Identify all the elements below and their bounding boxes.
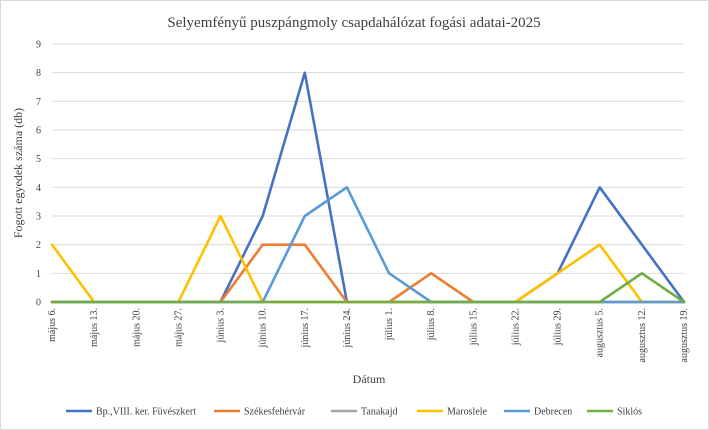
legend-label: Siklós: [617, 407, 642, 418]
y-tick-label: 6: [36, 126, 41, 137]
legend-label: Maroslele: [447, 407, 488, 418]
y-tick-label: 8: [36, 68, 41, 79]
x-tick-label: augusztus 12.: [637, 308, 648, 362]
x-tick-label: július 15.: [468, 308, 479, 346]
x-tick-label: június 24.: [342, 308, 353, 348]
x-tick-label: augusztus 19.: [679, 308, 690, 362]
x-tick-label: július 8.: [426, 308, 437, 341]
x-tick-label: június 17.: [300, 308, 311, 348]
legend: Bp.,VIII. ker. Füvészkert Székesfehérvár T…: [66, 407, 642, 418]
x-tick-label: május 6.: [47, 308, 58, 342]
x-axis-label: Dátum: [353, 372, 386, 386]
x-tick-label: augusztus 5.: [595, 308, 606, 357]
x-tick-label: május 13.: [89, 308, 100, 347]
x-tick-label: május 20.: [131, 308, 142, 347]
gridlines: [52, 43, 684, 274]
y-axis-label: Fogott egyedek száma (db): [11, 108, 25, 238]
legend-label: Bp.,VIII. ker. Füvészkert: [96, 407, 196, 418]
legend-label: Debrecen: [534, 407, 572, 418]
y-tick-label: 4: [36, 183, 41, 194]
y-tick-label: 2: [36, 240, 41, 251]
chart-title: Selyemfényű puszpángmoly csapdahálózat f…: [167, 15, 540, 31]
legend-label: Tanakajd: [361, 407, 398, 418]
x-tick-label: május 27.: [173, 308, 184, 347]
x-axis-ticks: május 6. május 13. május 20. május 27. júniu…: [47, 308, 690, 362]
y-tick-label: 7: [36, 97, 41, 108]
x-tick-label: július 1.: [384, 308, 395, 341]
x-tick-label: július 22.: [510, 308, 521, 346]
y-tick-label: 1: [36, 269, 41, 280]
y-tick-label: 9: [36, 40, 41, 51]
y-tick-label: 3: [36, 212, 41, 223]
legend-label: Székesfehérvár: [244, 407, 306, 418]
y-tick-label: 0: [36, 298, 41, 309]
y-axis-ticks: 0 1 2 3 4 5 6 7 8 9: [36, 40, 41, 309]
series-lines: [50, 71, 686, 304]
series-line-5: [50, 271, 686, 304]
x-tick-label: június 10.: [258, 308, 269, 348]
y-tick-label: 5: [36, 154, 41, 165]
x-tick-label: július 29.: [553, 308, 564, 346]
x-tick-label: június 3.: [216, 308, 227, 343]
